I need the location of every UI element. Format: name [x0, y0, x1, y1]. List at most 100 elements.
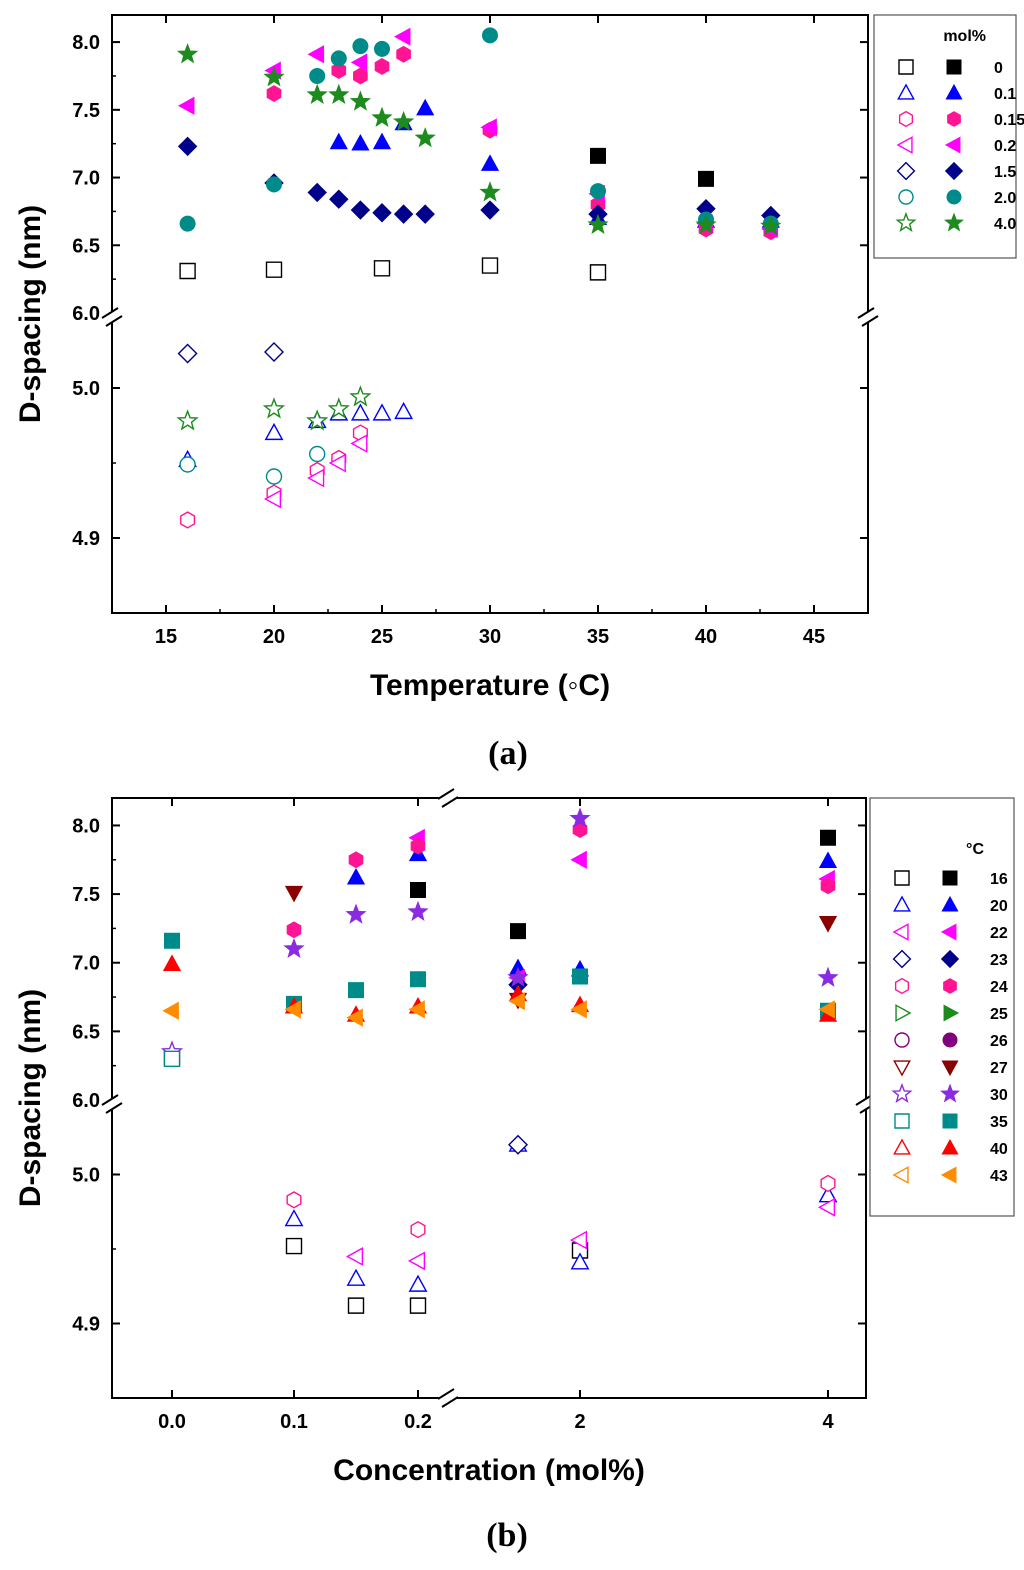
panel-a-legend-open-marker-1.5	[896, 161, 916, 181]
panel-b-series-16-filled-point-1	[510, 923, 526, 940]
panel-a-series-2.0-filled-point-7	[590, 183, 606, 200]
panel-a-legend-open-marker-2.0	[898, 189, 914, 205]
panel-a-series-1.5-filled-point-8	[480, 200, 500, 220]
panel-b-series-20-open-point-4	[570, 1252, 590, 1270]
panel-a-series-0.1-open-point-6	[394, 401, 414, 420]
panel-a-series-4.0-open-point-3	[327, 397, 350, 419]
panel-b-series-22-filled-point-2	[570, 850, 587, 869]
panel-b-series-43-filled-point-6	[818, 1000, 835, 1019]
panel-a-series-2.0-filled-point-6	[482, 27, 498, 44]
panel-b-legend-open-marker-24	[894, 977, 910, 995]
panel-a-series-0.2-filled-point-0	[177, 96, 195, 115]
panel-a-series-0.2-open-point-2	[328, 453, 346, 473]
panel-a-series-1.5-filled-point-4	[350, 200, 371, 220]
panel-b-legend-label-25: 25	[990, 1006, 1008, 1023]
panel-a-series-1.5-filled-point-2	[307, 182, 327, 203]
panel-b-legend-filled-marker-26	[942, 1032, 958, 1048]
panel-b-ybreak-left-slash-2	[105, 1102, 123, 1114]
panel-a-series-0.1-filled-point-1	[351, 134, 370, 151]
panel-b-legend-filled-marker-23	[940, 949, 960, 969]
panel-a-legend-box	[873, 14, 1017, 259]
panel-b-legend-open-marker-40	[893, 1138, 911, 1155]
panel-b-legend-filled-marker-43	[940, 1166, 957, 1184]
panel-a-series-1.5-filled-point-5	[372, 203, 392, 223]
panel-a-series-4.0-filled-point-11	[760, 215, 782, 236]
panel-b-series-24-filled-point-2	[410, 837, 426, 855]
panel-b-xtick-label-3: 2	[574, 1411, 585, 1433]
panel-a-series-1.5-filled-point-7	[415, 204, 435, 224]
panel-a-ytick-lower-label-0: 4.9	[72, 528, 100, 550]
panel-b-legend-open-marker-35	[894, 1113, 910, 1129]
panel-b-legend-open-marker-22	[892, 923, 909, 941]
panel-a-legend-filled-marker-1.5	[944, 161, 964, 181]
panel-a-legend-label-0.2: 0.2	[994, 138, 1016, 155]
panel-a-series-0.1-filled-point-4	[416, 98, 435, 116]
panel-b-series-43-filled-point-3	[408, 1000, 425, 1019]
panel-a-series-2.0-open-point-0	[179, 456, 196, 473]
panel-a-legend-filled-marker-0.15	[947, 111, 961, 127]
panel-b-xbreak-top-slash-1	[437, 788, 455, 800]
panel-a-series-2.0-open-point-2	[309, 445, 326, 463]
panel-a-series-1.5-filled-point-6	[393, 204, 414, 224]
panel-b-series-24-open-point-2	[820, 1174, 836, 1193]
panel-b-series-35-open-point-0	[163, 1050, 181, 1068]
panel-a-series-0.1-filled-point-5	[480, 154, 500, 171]
panel-b-series-43-filled-point-0	[162, 1001, 179, 1020]
panel-a-series-2.0-filled-point-0	[179, 215, 196, 232]
panel-a-ytick-upper-label-0: 6.0	[72, 303, 100, 325]
panel-b-legend-filled-marker-30	[940, 1083, 960, 1103]
panel-b-legend-open-marker-16	[894, 870, 910, 886]
panel-b-series-30-filled-point-1	[345, 903, 367, 924]
panel-a-series-1.5-filled-point-0	[177, 136, 198, 157]
panel-a-series-4.0-open-point-2	[306, 409, 329, 431]
panel-a-series-2.0-filled-point-3	[330, 50, 347, 67]
panel-b-legend-open-marker-25	[895, 1004, 912, 1022]
panel-b-xtick-label-2: 0.2	[404, 1411, 432, 1433]
panel-a-series-0.1-filled-point-0	[329, 132, 348, 150]
panel-a-series-4.0-filled-point-6	[392, 110, 415, 132]
panel-b-legend-filled-marker-20	[941, 895, 959, 912]
panel-b-legend-title: °C	[966, 841, 984, 858]
panel-a-series-0-filled-point-1	[698, 170, 714, 187]
panel-a-series-0.1-open-point-5	[372, 403, 392, 421]
panel-a-ybreak-left-slash-1	[101, 307, 119, 319]
panel-b-series-24-filled-point-0	[286, 921, 302, 939]
panel-b-legend-filled-marker-22	[940, 923, 957, 941]
panel-a-series-0.2-filled-point-5	[480, 118, 497, 137]
panel-a-series-2.0-filled-point-4	[352, 38, 369, 55]
panel-a-xtick-label-5: 40	[695, 626, 717, 648]
panel-a-legend-label-2.0: 2.0	[994, 190, 1016, 207]
panel-b-series-43-filled-point-2	[346, 1008, 363, 1027]
panel-a-series-4.0-filled-point-9	[587, 213, 609, 234]
panel-b-ytick-upper-label-0: 6.0	[72, 1090, 100, 1112]
panel-b-series-27-filled-point-0	[284, 885, 304, 903]
panel-a-legend-filled-marker-2.0	[946, 189, 962, 205]
panel-b-xbreak-bottom-slash-2	[441, 1396, 459, 1408]
panel-b-series-22-open-point-2	[569, 1230, 588, 1250]
panel-b-series-20-open-point-2	[408, 1274, 428, 1292]
panel-a-series-4.0-filled-point-10	[695, 213, 717, 234]
panel-a-series-2.0-open-point-1	[265, 468, 283, 485]
panel-b-series-20-open-point-0	[284, 1209, 304, 1227]
panel-b-legend-open-marker-30	[891, 1082, 913, 1103]
panel-a-ybreak-right-slash-2	[861, 315, 879, 327]
panel-b-legend-open-marker-27	[893, 1060, 911, 1077]
panel-b-series-16-open-point-1	[285, 1237, 303, 1255]
panel-a-series-0-filled-point-0	[590, 147, 606, 164]
panel-a-legend-filled-marker-0.1	[945, 83, 963, 100]
panel-a-xtick-label-0: 15	[155, 626, 177, 648]
panel-a-series-0.15-filled-point-0	[266, 85, 282, 103]
panel-a-series-4.0-open-point-1	[262, 397, 286, 419]
panel-b-series-43-filled-point-5	[570, 1000, 587, 1019]
panel-a-series-0-open-point-2	[373, 260, 391, 277]
panel-b-series-20-open-point-5	[818, 1185, 838, 1203]
panel-b-legend-label-20: 20	[990, 898, 1008, 915]
panel-b-legend-label-22: 22	[990, 925, 1008, 942]
panel-b-series-16-open-point-2	[347, 1297, 365, 1314]
panel-b-legend-label-40: 40	[990, 1141, 1008, 1158]
panel-b-legend-label-43: 43	[990, 1168, 1008, 1185]
panel-b-series-20-open-point-1	[346, 1268, 366, 1286]
panel-b-series-24-filled-point-1	[348, 851, 364, 869]
panel-a-series-0.2-filled-point-2	[307, 45, 325, 64]
panel-a-series-0.2-open-point-3	[350, 434, 368, 453]
